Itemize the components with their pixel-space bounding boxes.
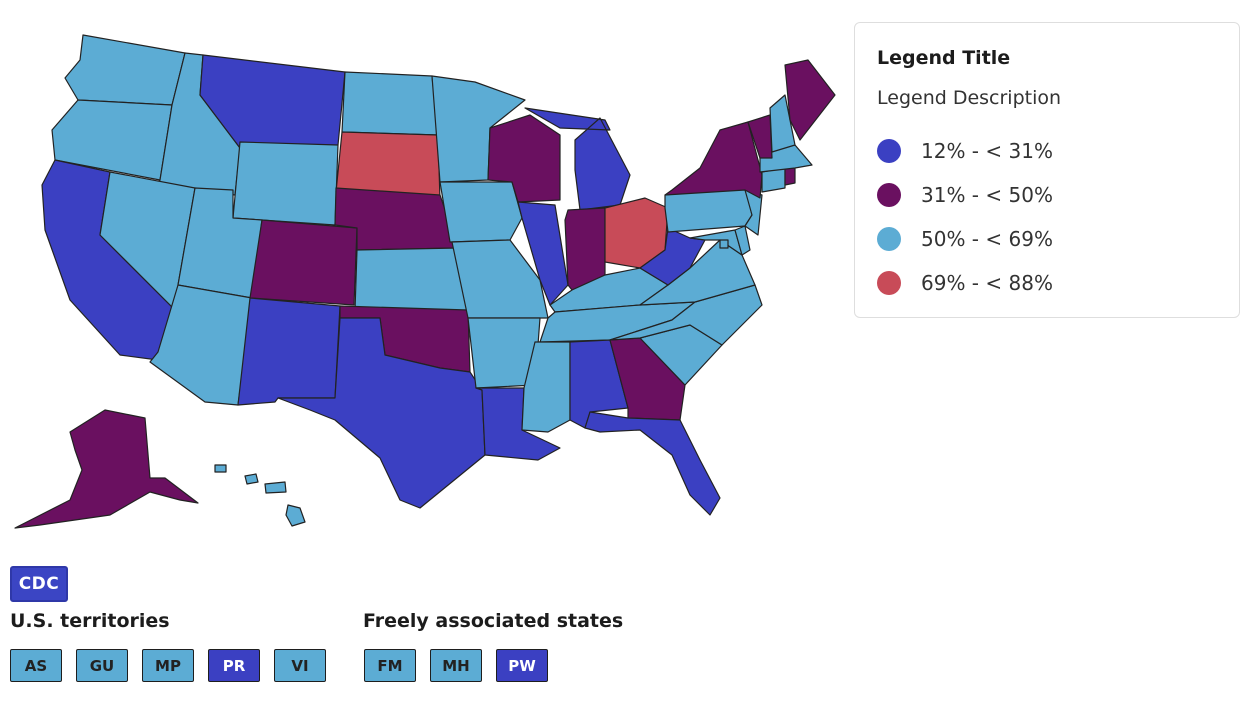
territory-button-vi[interactable]: VI <box>274 649 326 682</box>
legend-item-label: 69% - < 88% <box>921 271 1053 295</box>
legend-swatch <box>877 183 901 207</box>
state-NY[interactable] <box>664 121 763 199</box>
us-map <box>14 34 836 529</box>
fas-button-mh[interactable]: MH <box>430 649 482 682</box>
legend-swatch <box>877 271 901 295</box>
state-WY[interactable] <box>232 141 339 226</box>
state-OR[interactable] <box>51 99 173 181</box>
state-ME[interactable] <box>784 59 836 141</box>
cdc-logo: CDC <box>10 566 68 602</box>
state-TX[interactable] <box>277 317 486 509</box>
legend-title: Legend Title <box>877 47 1011 69</box>
fas-button-pw[interactable]: PW <box>496 649 548 682</box>
legend-item[interactable]: 50% - < 69% <box>877 217 1217 261</box>
freely-associated-heading: Freely associated states <box>363 610 624 632</box>
state-VT[interactable] <box>747 114 773 159</box>
state-ND[interactable] <box>341 71 439 136</box>
territory-button-pr[interactable]: PR <box>208 649 260 682</box>
legend-item[interactable]: 69% - < 88% <box>877 261 1217 305</box>
state-AK[interactable] <box>14 409 199 529</box>
freely-associated-buttons: FM MH PW <box>364 649 548 682</box>
territories-heading: U.S. territories <box>10 610 170 632</box>
state-MD[interactable] <box>689 229 743 256</box>
territory-button-mp[interactable]: MP <box>142 649 194 682</box>
state-IA[interactable] <box>439 181 523 243</box>
legend-panel: Legend Title Legend Description 12% - < … <box>854 22 1240 318</box>
legend-description: Legend Description <box>877 87 1062 109</box>
state-WI[interactable] <box>487 114 561 203</box>
state-NM[interactable] <box>237 297 341 406</box>
legend-swatch <box>877 139 901 163</box>
territory-button-as[interactable]: AS <box>10 649 62 682</box>
state-KS[interactable] <box>354 247 469 313</box>
fas-button-fm[interactable]: FM <box>364 649 416 682</box>
state-FL[interactable] <box>584 411 721 516</box>
legend-item-label: 12% - < 31% <box>921 139 1053 163</box>
state-RI[interactable] <box>784 167 796 186</box>
legend-item[interactable]: 12% - < 31% <box>877 129 1217 173</box>
legend-item-label: 31% - < 50% <box>921 183 1053 207</box>
cdc-logo-text: CDC <box>18 574 60 594</box>
territories-buttons: AS GU MP PR VI <box>10 649 326 682</box>
state-DE[interactable] <box>734 225 751 256</box>
state-NH[interactable] <box>769 94 796 153</box>
legend-swatch <box>877 227 901 251</box>
legend-item-label: 50% - < 69% <box>921 227 1053 251</box>
state-WA[interactable] <box>64 34 186 106</box>
state-MO[interactable] <box>451 239 549 319</box>
state-HI[interactable] <box>214 464 306 527</box>
state-DC[interactable] <box>719 239 729 249</box>
territory-button-gu[interactable]: GU <box>76 649 128 682</box>
state-CO[interactable] <box>249 219 358 306</box>
legend-item[interactable]: 31% - < 50% <box>877 173 1217 217</box>
